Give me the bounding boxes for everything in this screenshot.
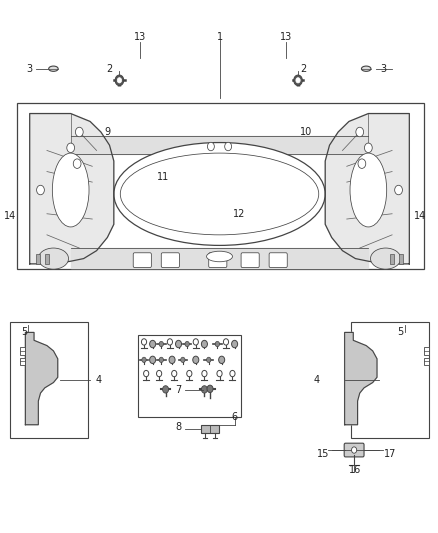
- Bar: [36, 254, 40, 264]
- Bar: [351, 322, 429, 438]
- Bar: [17, 103, 424, 269]
- Ellipse shape: [350, 153, 387, 227]
- Bar: [20, 358, 25, 365]
- Ellipse shape: [38, 248, 68, 269]
- Circle shape: [117, 78, 122, 83]
- Text: 3: 3: [27, 64, 33, 74]
- Circle shape: [169, 356, 175, 364]
- Circle shape: [159, 342, 163, 346]
- FancyBboxPatch shape: [269, 253, 287, 268]
- Circle shape: [187, 370, 192, 377]
- Ellipse shape: [49, 66, 58, 71]
- Text: 7: 7: [175, 385, 182, 395]
- Ellipse shape: [371, 248, 401, 269]
- Text: 2: 2: [106, 64, 113, 74]
- Bar: [201, 425, 219, 433]
- Bar: [10, 322, 88, 438]
- Text: 14: 14: [414, 212, 426, 221]
- Circle shape: [230, 370, 235, 377]
- Circle shape: [167, 339, 173, 345]
- Circle shape: [223, 339, 229, 345]
- Circle shape: [150, 341, 155, 348]
- Circle shape: [215, 342, 219, 346]
- Circle shape: [193, 339, 198, 345]
- FancyBboxPatch shape: [241, 253, 259, 268]
- Text: 9: 9: [104, 127, 110, 137]
- Circle shape: [156, 370, 162, 377]
- Polygon shape: [25, 333, 58, 425]
- Ellipse shape: [207, 251, 233, 262]
- Bar: [20, 347, 25, 354]
- Circle shape: [75, 127, 83, 137]
- Circle shape: [352, 447, 357, 453]
- Text: 14: 14: [4, 212, 16, 221]
- Circle shape: [144, 370, 149, 377]
- FancyBboxPatch shape: [133, 253, 152, 268]
- Circle shape: [207, 385, 213, 393]
- Polygon shape: [345, 333, 377, 425]
- Circle shape: [201, 386, 208, 393]
- Circle shape: [217, 370, 222, 377]
- Circle shape: [225, 142, 232, 151]
- Circle shape: [67, 143, 74, 152]
- Circle shape: [193, 356, 199, 364]
- Circle shape: [176, 341, 182, 348]
- Circle shape: [115, 75, 124, 86]
- Circle shape: [207, 357, 211, 362]
- Text: 1: 1: [216, 32, 223, 42]
- Text: 6: 6: [232, 412, 238, 422]
- Text: 2: 2: [300, 64, 307, 74]
- Text: 5: 5: [398, 327, 404, 337]
- Circle shape: [73, 159, 81, 168]
- Text: 17: 17: [384, 449, 396, 459]
- Ellipse shape: [53, 153, 89, 227]
- Polygon shape: [325, 114, 410, 264]
- Text: 11: 11: [157, 172, 170, 182]
- Ellipse shape: [120, 153, 319, 235]
- Ellipse shape: [361, 66, 371, 71]
- Circle shape: [150, 356, 155, 364]
- Bar: [138, 335, 241, 417]
- Circle shape: [37, 185, 44, 195]
- Text: 13: 13: [134, 32, 146, 42]
- FancyBboxPatch shape: [344, 443, 364, 457]
- Circle shape: [181, 357, 185, 362]
- Circle shape: [364, 143, 372, 152]
- Circle shape: [208, 142, 214, 151]
- Circle shape: [296, 78, 300, 83]
- Bar: [424, 347, 429, 354]
- Circle shape: [172, 370, 177, 377]
- Text: 13: 13: [280, 32, 293, 42]
- Text: 10: 10: [300, 127, 312, 137]
- Text: 4: 4: [314, 375, 320, 385]
- Text: 15: 15: [317, 449, 329, 459]
- Bar: [390, 254, 394, 264]
- Bar: [399, 254, 403, 264]
- Bar: [424, 358, 429, 365]
- Text: 16: 16: [349, 465, 361, 474]
- FancyBboxPatch shape: [161, 253, 180, 268]
- Text: 3: 3: [380, 64, 386, 74]
- Circle shape: [232, 341, 238, 348]
- Bar: [45, 254, 49, 264]
- Polygon shape: [30, 114, 114, 264]
- Text: 8: 8: [176, 422, 182, 432]
- Text: 4: 4: [95, 375, 102, 385]
- Circle shape: [219, 356, 225, 364]
- Circle shape: [395, 185, 403, 195]
- Text: 5: 5: [21, 327, 28, 337]
- Ellipse shape: [114, 142, 325, 245]
- Circle shape: [159, 357, 163, 362]
- Circle shape: [358, 159, 366, 168]
- Circle shape: [294, 75, 302, 86]
- Circle shape: [201, 341, 208, 348]
- Circle shape: [202, 370, 207, 377]
- Circle shape: [141, 339, 147, 345]
- Circle shape: [185, 342, 189, 346]
- Circle shape: [356, 127, 364, 137]
- Circle shape: [162, 386, 169, 393]
- Text: 12: 12: [233, 209, 245, 219]
- Circle shape: [142, 357, 146, 362]
- FancyBboxPatch shape: [209, 253, 227, 268]
